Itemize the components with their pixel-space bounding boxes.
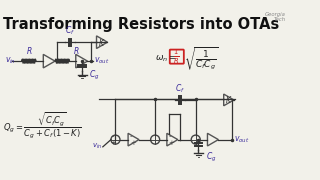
Text: -: - — [111, 133, 114, 139]
Text: $R$: $R$ — [26, 45, 32, 56]
Text: +: + — [169, 140, 174, 146]
Text: -: - — [169, 133, 171, 139]
Text: $\omega_n =$: $\omega_n =$ — [155, 53, 177, 64]
Text: $R$: $R$ — [73, 45, 80, 56]
Text: $Q_g = \dfrac{\sqrt{C_f C_g}}{C_g + C_f(1-K)}$: $Q_g = \dfrac{\sqrt{C_f C_g}}{C_g + C_f(… — [3, 111, 82, 141]
Text: $v_{out}$: $v_{out}$ — [234, 134, 249, 145]
Text: $v_{in}$: $v_{in}$ — [92, 142, 102, 151]
Text: $C_g$: $C_g$ — [89, 69, 100, 82]
Text: -: - — [130, 133, 132, 139]
Text: $\sqrt{\dfrac{1}{C_f C_g}}$: $\sqrt{\dfrac{1}{C_f C_g}}$ — [184, 45, 219, 72]
Text: $C_g$: $C_g$ — [206, 151, 216, 165]
Text: $v_{out}$: $v_{out}$ — [94, 56, 109, 66]
Text: $C_f$: $C_f$ — [175, 82, 185, 94]
Text: Transforming Resistors into OTAs: Transforming Resistors into OTAs — [3, 17, 279, 32]
Text: +: + — [130, 140, 136, 146]
Text: $K$: $K$ — [98, 37, 105, 48]
Text: $K$: $K$ — [225, 94, 232, 105]
Text: +: + — [110, 140, 116, 146]
Text: $v_{in}$: $v_{in}$ — [4, 56, 16, 66]
Text: $C_f$: $C_f$ — [65, 24, 75, 37]
Text: Georgia
Tech: Georgia Tech — [265, 12, 286, 22]
Text: $\frac{1}{R}$: $\frac{1}{R}$ — [173, 48, 180, 66]
